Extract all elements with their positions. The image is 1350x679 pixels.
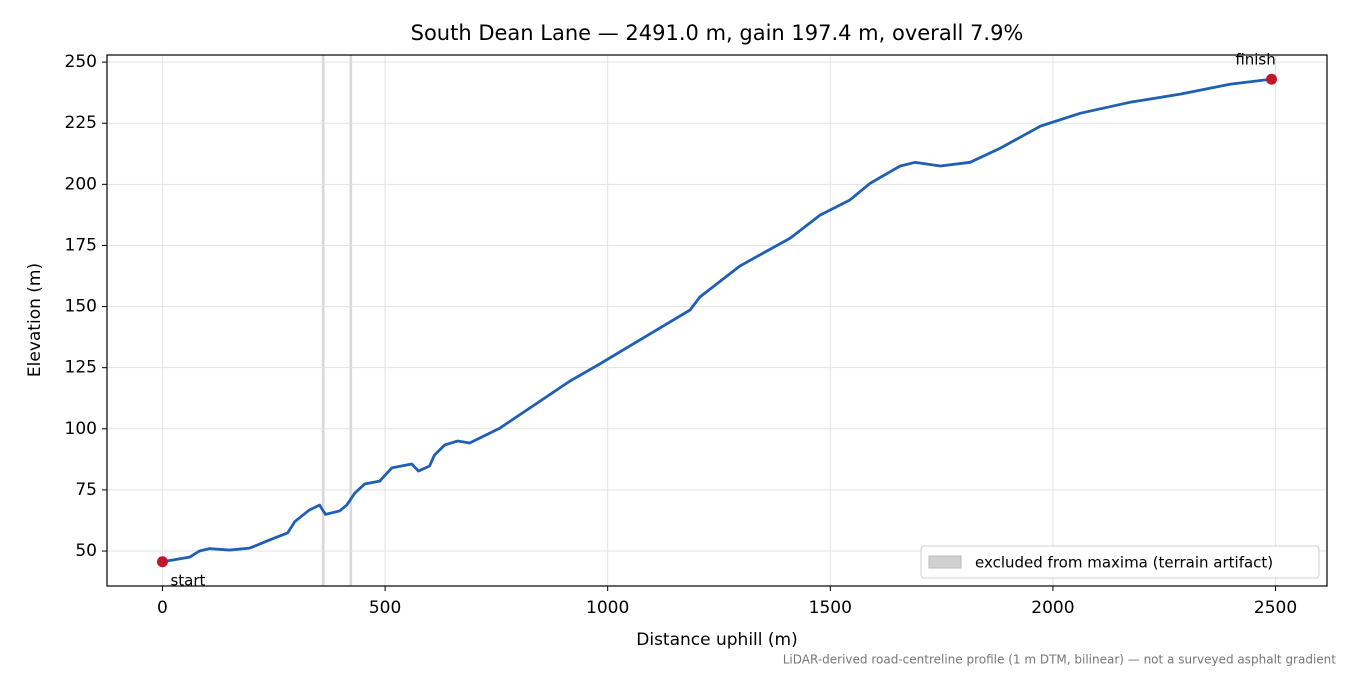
y-tick-label: 200 bbox=[65, 174, 97, 194]
y-tick-label: 50 bbox=[75, 541, 97, 561]
x-tick-label: 2000 bbox=[1031, 598, 1074, 618]
y-tick-label: 175 bbox=[65, 235, 97, 255]
chart-title: South Dean Lane — 2491.0 m, gain 197.4 m… bbox=[411, 21, 1024, 45]
footnote: LiDAR-derived road-centreline profile (1… bbox=[783, 653, 1337, 667]
y-tick-label: 125 bbox=[65, 358, 97, 378]
x-axis-label: Distance uphill (m) bbox=[636, 630, 797, 650]
endpoint-marker bbox=[1266, 73, 1278, 85]
endpoint-label: finish bbox=[1235, 51, 1275, 69]
endpoint-marker bbox=[156, 556, 168, 568]
y-axis-label: Elevation (m) bbox=[25, 263, 45, 377]
excluded-span bbox=[349, 55, 353, 586]
x-tick-label: 1500 bbox=[809, 598, 852, 618]
elevation-line bbox=[162, 77, 1272, 564]
legend-box bbox=[920, 545, 1320, 579]
excluded-span bbox=[321, 55, 325, 586]
y-tick-label: 100 bbox=[65, 419, 97, 439]
y-tick-label: 150 bbox=[65, 297, 97, 317]
legend-swatch bbox=[928, 555, 962, 569]
legend-label: excluded from maxima (terrain artifact) bbox=[975, 554, 1273, 572]
endpoint-label: start bbox=[170, 571, 205, 589]
y-tick-label: 75 bbox=[75, 480, 97, 500]
x-tick-label: 1000 bbox=[586, 598, 629, 618]
y-tick-label: 250 bbox=[65, 52, 97, 72]
x-tick-label: 500 bbox=[369, 598, 401, 618]
x-tick-label: 2500 bbox=[1254, 598, 1297, 618]
plot-frame bbox=[106, 54, 1328, 587]
x-tick-label: 0 bbox=[157, 598, 168, 618]
y-tick-label: 225 bbox=[65, 113, 97, 133]
